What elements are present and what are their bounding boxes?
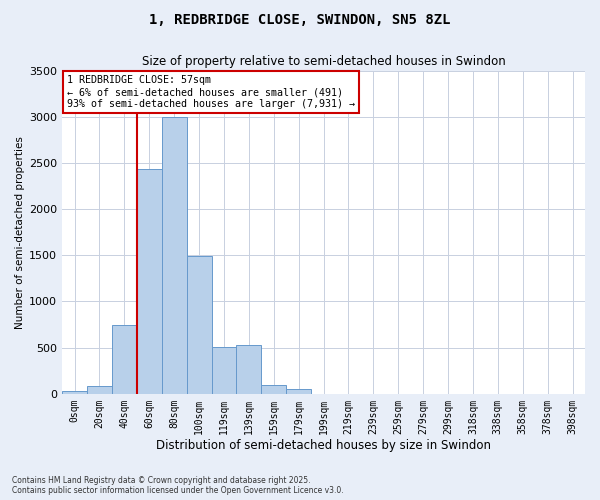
Bar [236, 345, 262, 394]
Text: 1, REDBRIDGE CLOSE, SWINDON, SN5 8ZL: 1, REDBRIDGE CLOSE, SWINDON, SN5 8ZL [149, 12, 451, 26]
Bar [212, 346, 236, 394]
Text: 1 REDBRIDGE CLOSE: 57sqm
← 6% of semi-detached houses are smaller (491)
93% of s: 1 REDBRIDGE CLOSE: 57sqm ← 6% of semi-de… [67, 76, 355, 108]
X-axis label: Distribution of semi-detached houses by size in Swindon: Distribution of semi-detached houses by … [156, 440, 491, 452]
Bar [62, 391, 87, 394]
Y-axis label: Number of semi-detached properties: Number of semi-detached properties [15, 136, 25, 328]
Bar [137, 170, 162, 394]
Title: Size of property relative to semi-detached houses in Swindon: Size of property relative to semi-detach… [142, 55, 505, 68]
Bar [162, 116, 187, 394]
Bar [262, 385, 286, 394]
Bar [87, 386, 112, 394]
Text: Contains HM Land Registry data © Crown copyright and database right 2025.
Contai: Contains HM Land Registry data © Crown c… [12, 476, 344, 495]
Bar [187, 256, 212, 394]
Bar [112, 324, 137, 394]
Bar [286, 389, 311, 394]
